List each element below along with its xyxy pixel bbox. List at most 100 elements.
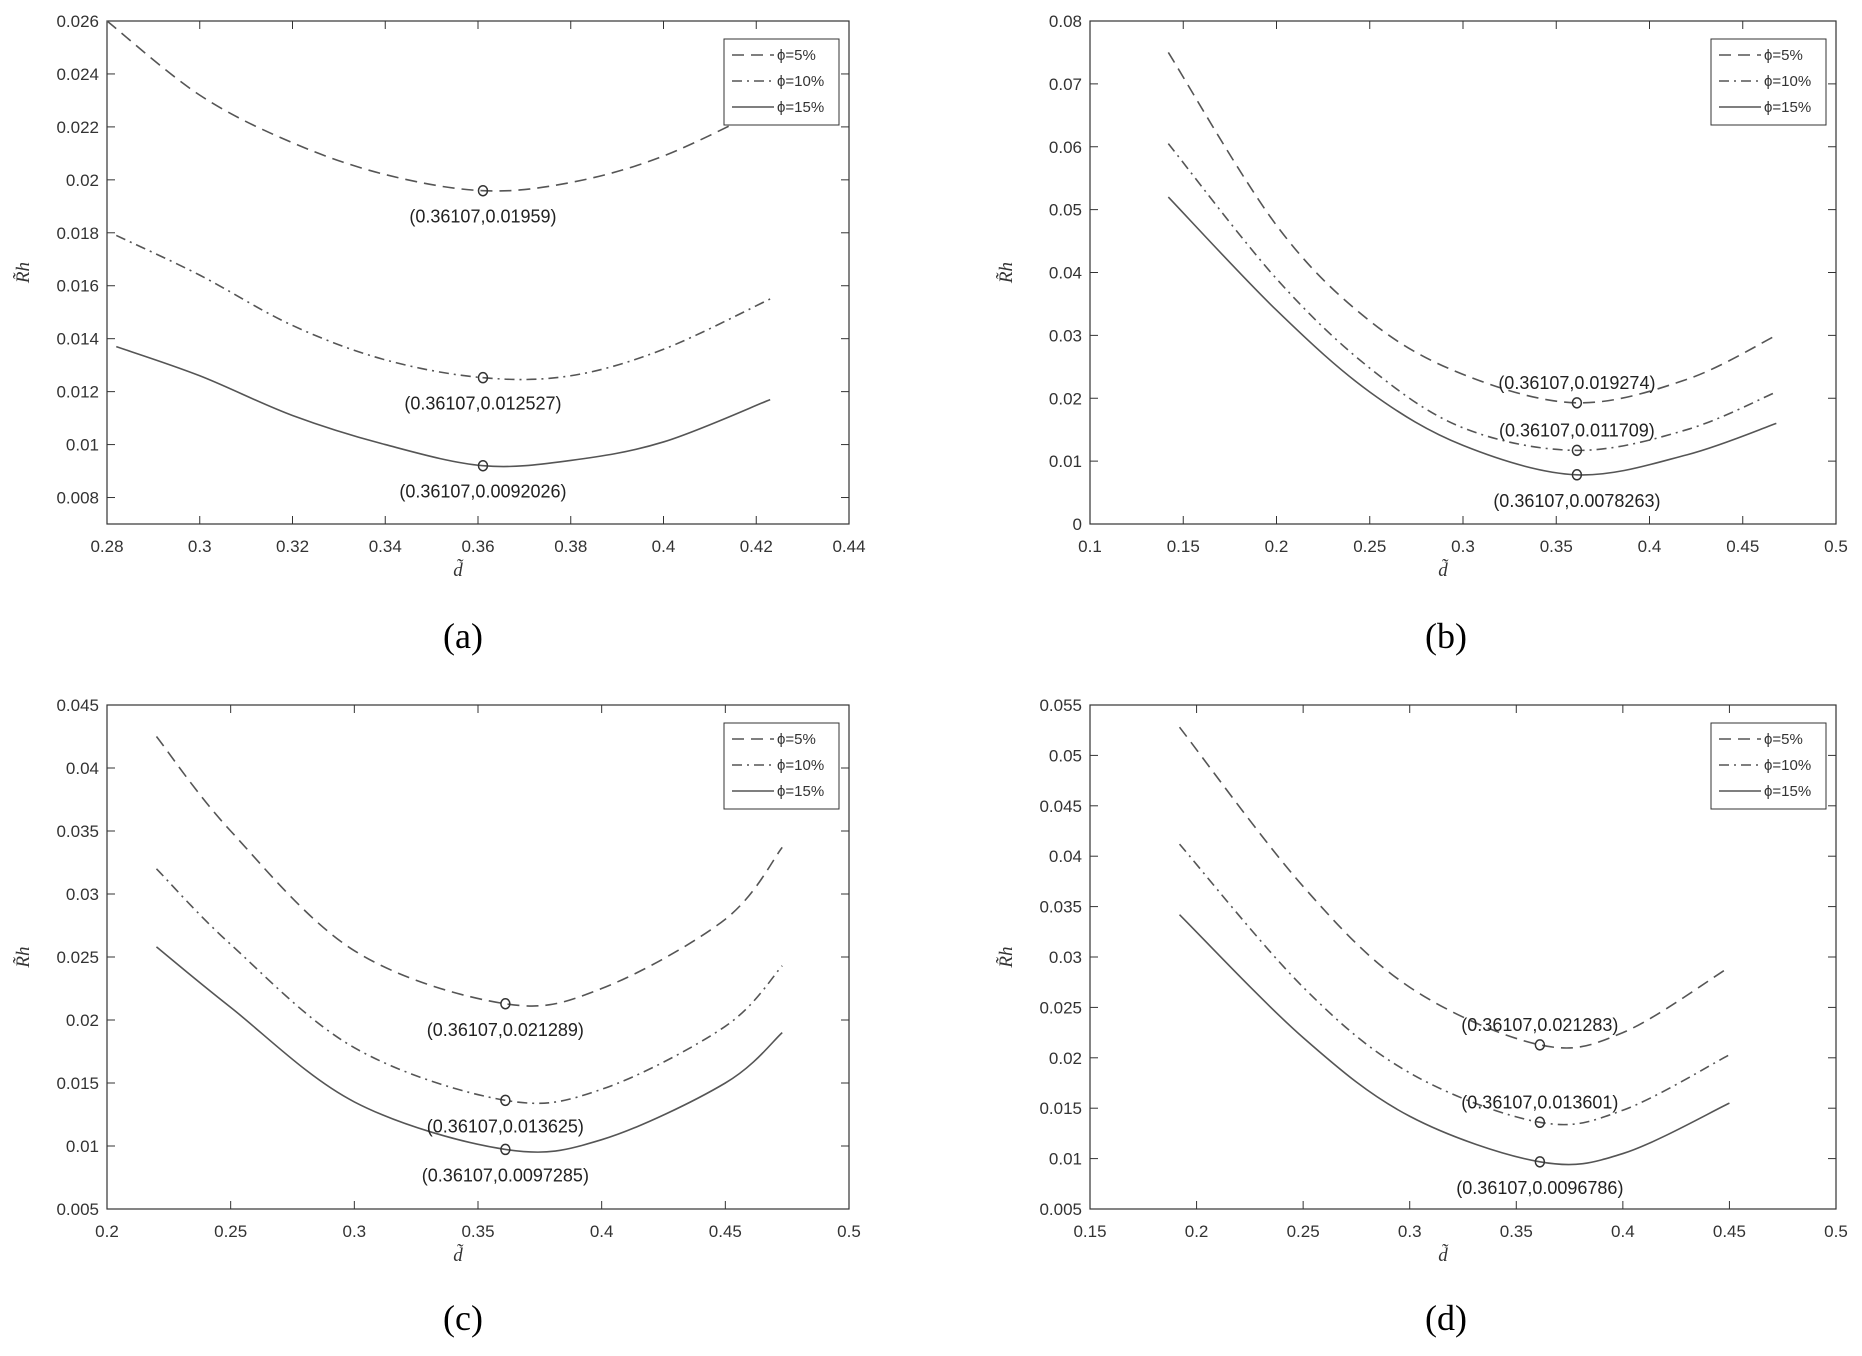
y-tick-label: 0.024 — [56, 65, 99, 84]
legend-label: ϕ=15% — [777, 99, 824, 116]
x-tick-label: 0.4 — [652, 537, 676, 556]
x-tick-label: 0.42 — [740, 537, 773, 556]
panel-caption: (b) — [1425, 616, 1467, 656]
y-tick-label: 0.04 — [66, 759, 99, 778]
y-tick-label: 0.04 — [1049, 264, 1082, 283]
legend: ϕ=5% ϕ=10% ϕ=15% — [723, 38, 840, 126]
y-tick-label: 0.02 — [1049, 1049, 1082, 1068]
y-tick-label: 0.07 — [1049, 75, 1082, 94]
series-line-1 — [1167, 52, 1777, 404]
series-line-2 — [1178, 843, 1730, 1126]
y-tick-label: 0.01 — [1049, 452, 1082, 471]
series-line-2 — [115, 234, 771, 381]
y-tick-label: 0.005 — [56, 1200, 99, 1219]
annotation-label: (0.36107,0.0078263) — [1493, 491, 1660, 511]
y-tick-label: 0.045 — [56, 696, 99, 715]
legend-label: ϕ=5% — [1764, 731, 1803, 748]
x-tick-label: 0.36 — [461, 537, 494, 556]
x-tick-label: 0.35 — [1540, 537, 1573, 556]
minimum-marker — [1534, 1156, 1546, 1168]
x-tick-label: 0.45 — [1713, 1222, 1746, 1241]
annotation-label: (0.36107,0.01959) — [409, 207, 556, 227]
legend-label: ϕ=15% — [777, 783, 824, 800]
annotation-label: (0.36107,0.019274) — [1498, 373, 1655, 393]
annotation-label: (0.36107,0.012527) — [404, 394, 561, 414]
legend-label: ϕ=15% — [1764, 99, 1811, 116]
series-line-2 — [1167, 143, 1777, 452]
x-axis-label: d̃ — [453, 559, 464, 581]
y-tick-label: 0.016 — [56, 277, 99, 296]
annotation-label: (0.36107,0.013625) — [427, 1116, 584, 1136]
x-tick-label: 0.5 — [1824, 537, 1848, 556]
x-tick-label: 0.5 — [837, 1222, 861, 1241]
legend-label: ϕ=15% — [1764, 783, 1811, 800]
panel-b: 0.1 0.15 0.2 0.25 0.3 0.35 0.4 0.45 0.5 0 0.01 0.02… — [996, 12, 1848, 656]
y-tick-label: 0.03 — [1049, 326, 1082, 345]
series-line-3 — [1167, 196, 1777, 476]
y-tick-label: 0.04 — [1049, 847, 1082, 866]
panel-a: 0.28 0.3 0.32 0.34 0.36 0.38 0.4 0.42 0.44 0.008 0… — [13, 12, 866, 656]
y-tick-label: 0.025 — [56, 948, 99, 967]
y-tick-label: 0.012 — [56, 383, 99, 402]
legend-label: ϕ=5% — [777, 731, 816, 748]
y-axis-label: R̃h — [13, 946, 34, 968]
series-line-3 — [116, 345, 771, 468]
x-axis-label: d̃ — [1438, 1244, 1449, 1266]
y-tick-label: 0.022 — [56, 118, 99, 137]
x-tick-label: 0.5 — [1824, 1222, 1848, 1241]
y-tick-label: 0.026 — [56, 12, 99, 31]
y-tick-label: 0.06 — [1049, 138, 1082, 157]
minimum-marker — [1534, 1039, 1546, 1051]
minimum-marker — [477, 371, 489, 384]
minimum-marker — [1534, 1116, 1546, 1129]
y-tick-label: 0.08 — [1049, 12, 1082, 31]
y-tick-label: 0.055 — [1039, 696, 1082, 715]
legend: ϕ=5% ϕ=10% ϕ=15% — [723, 722, 840, 810]
legend-label: ϕ=10% — [777, 757, 824, 774]
annotation-label: (0.36107,0.021289) — [427, 1020, 584, 1040]
y-tick-label: 0.035 — [56, 822, 99, 841]
y-tick-label: 0.015 — [1039, 1099, 1082, 1118]
panel-caption: (a) — [443, 616, 483, 656]
minimum-marker — [500, 1143, 511, 1156]
y-tick-label: 0.01 — [66, 436, 99, 455]
x-tick-label: 0.45 — [1726, 537, 1759, 556]
annotation-label: (0.36107,0.021283) — [1461, 1015, 1618, 1035]
y-tick-label: 0.008 — [56, 489, 99, 508]
legend-label: ϕ=10% — [1764, 73, 1811, 90]
x-tick-label: 0.4 — [590, 1222, 614, 1241]
y-tick-label: 0 — [1073, 515, 1082, 534]
legend-label: ϕ=5% — [1764, 47, 1803, 64]
legend-label: ϕ=10% — [1764, 757, 1811, 774]
series-line-2 — [155, 868, 783, 1105]
x-tick-label: 0.44 — [832, 537, 865, 556]
annotation-label: (0.36107,0.0092026) — [399, 482, 566, 502]
legend-box — [1710, 722, 1827, 810]
y-tick-label: 0.05 — [1049, 201, 1082, 220]
legend: ϕ=5% ϕ=10% ϕ=15% — [1710, 38, 1827, 126]
x-tick-label: 0.28 — [90, 537, 123, 556]
y-tick-label: 0.05 — [1049, 746, 1082, 765]
y-tick-label: 0.02 — [66, 171, 99, 190]
legend-label: ϕ=10% — [777, 73, 824, 90]
x-tick-label: 0.38 — [554, 537, 587, 556]
y-tick-label: 0.03 — [66, 885, 99, 904]
y-tick-label: 0.025 — [1039, 998, 1082, 1017]
x-tick-label: 0.15 — [1167, 537, 1200, 556]
minimum-marker — [500, 1094, 511, 1107]
x-tick-label: 0.15 — [1073, 1222, 1106, 1241]
y-tick-label: 0.035 — [1039, 898, 1082, 917]
x-tick-label: 0.25 — [214, 1222, 247, 1241]
minimum-marker — [477, 184, 489, 197]
panel-c: 0.2 0.25 0.3 0.35 0.4 0.45 0.5 0.005 0.01 0.015 0.… — [13, 696, 861, 1338]
panel-d: 0.15 0.2 0.25 0.3 0.35 0.4 0.45 0.5 0.005 0.01 0.0… — [996, 696, 1848, 1338]
minimum-marker — [1571, 397, 1583, 409]
x-tick-label: 0.32 — [276, 537, 309, 556]
annotation-label: (0.36107,0.0096786) — [1456, 1178, 1623, 1198]
x-tick-label: 0.25 — [1287, 1222, 1320, 1241]
y-tick-label: 0.014 — [56, 330, 99, 349]
legend-box — [723, 38, 840, 126]
minimum-marker — [1571, 444, 1583, 457]
y-tick-label: 0.02 — [66, 1011, 99, 1030]
